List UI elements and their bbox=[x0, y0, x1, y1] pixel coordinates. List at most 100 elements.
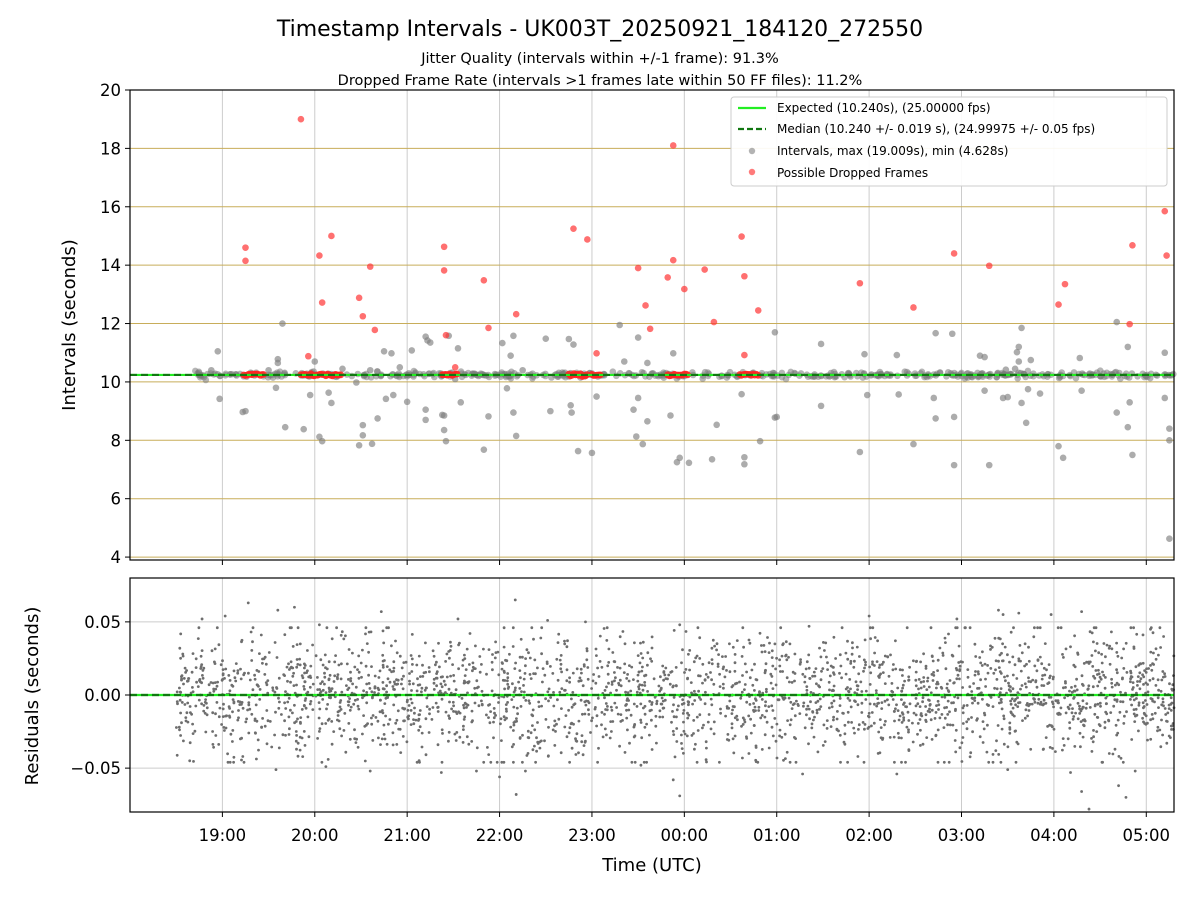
residual-point bbox=[939, 685, 943, 689]
residual-point bbox=[756, 760, 760, 764]
residual-point bbox=[839, 664, 843, 668]
interval-point bbox=[950, 413, 958, 421]
residual-point bbox=[919, 686, 923, 690]
residual-point bbox=[926, 676, 930, 680]
residual-point bbox=[832, 699, 836, 703]
residual-point bbox=[641, 688, 645, 692]
residual-point bbox=[856, 703, 860, 707]
residual-point bbox=[210, 649, 214, 653]
residual-point bbox=[658, 709, 662, 713]
residual-point bbox=[626, 691, 630, 695]
residual-point bbox=[303, 744, 307, 747]
residual-point bbox=[449, 674, 452, 678]
residual-point bbox=[848, 699, 852, 702]
residual-point bbox=[1069, 645, 1072, 649]
residual-point bbox=[512, 760, 515, 764]
residual-point bbox=[1001, 613, 1005, 616]
residual-point bbox=[192, 760, 195, 763]
residual-point bbox=[583, 712, 587, 716]
residual-point bbox=[670, 720, 673, 724]
residual-point bbox=[451, 663, 454, 666]
residual-point bbox=[895, 772, 899, 776]
residual-point bbox=[211, 743, 215, 746]
residual-point bbox=[632, 678, 635, 681]
residual-point bbox=[1008, 731, 1012, 735]
residual-point bbox=[662, 706, 666, 710]
residual-point bbox=[822, 641, 825, 644]
residual-point bbox=[1129, 671, 1133, 675]
residual-point bbox=[436, 743, 440, 747]
residual-point bbox=[1070, 711, 1074, 715]
residual-point bbox=[973, 642, 977, 646]
residual-point bbox=[671, 778, 675, 782]
residual-point bbox=[851, 646, 854, 650]
residual-point bbox=[204, 730, 208, 734]
residual-point bbox=[1083, 718, 1086, 722]
residual-point bbox=[336, 675, 339, 679]
residual-point bbox=[1151, 631, 1155, 635]
residual-point bbox=[637, 670, 641, 674]
residual-point bbox=[1159, 745, 1163, 749]
residual-point bbox=[894, 639, 897, 643]
residual-point bbox=[521, 760, 524, 764]
residual-point bbox=[1002, 742, 1006, 746]
residual-point bbox=[1087, 660, 1091, 664]
residual-point bbox=[636, 679, 640, 683]
residual-point bbox=[492, 720, 495, 724]
residual-point bbox=[1049, 695, 1053, 699]
residual-point bbox=[690, 734, 694, 737]
interval-point bbox=[396, 364, 404, 371]
residual-point bbox=[1121, 700, 1125, 704]
residual-point bbox=[810, 726, 814, 730]
intervals-y-tick-label: 4 bbox=[111, 548, 122, 567]
residual-point bbox=[914, 697, 918, 700]
residual-point bbox=[924, 667, 928, 670]
residual-point bbox=[227, 674, 231, 677]
residual-point bbox=[754, 744, 758, 748]
residual-point bbox=[351, 651, 354, 655]
residual-point bbox=[557, 717, 561, 721]
residual-point bbox=[741, 716, 745, 720]
residual-point bbox=[237, 716, 240, 720]
residual-point bbox=[806, 704, 810, 708]
residual-point bbox=[511, 626, 515, 630]
residual-point bbox=[528, 673, 532, 676]
interval-point bbox=[265, 366, 272, 374]
residual-point bbox=[675, 715, 678, 719]
residual-point bbox=[1141, 716, 1144, 720]
residual-point bbox=[1036, 701, 1040, 705]
residual-point bbox=[409, 709, 413, 712]
residual-point bbox=[571, 691, 575, 694]
residual-point bbox=[709, 671, 712, 674]
residual-point bbox=[601, 735, 605, 739]
residual-point bbox=[1091, 685, 1095, 689]
residual-point bbox=[441, 675, 444, 679]
interval-point bbox=[771, 328, 779, 336]
residual-point bbox=[1151, 662, 1154, 665]
residual-point bbox=[355, 737, 358, 741]
residual-point bbox=[575, 732, 579, 736]
residual-point bbox=[995, 687, 999, 691]
residual-point bbox=[1059, 626, 1063, 630]
dropped-frame-point bbox=[512, 310, 520, 318]
residual-point bbox=[859, 680, 863, 684]
residual-point bbox=[379, 610, 383, 614]
residual-point bbox=[321, 698, 325, 701]
residual-point bbox=[832, 673, 836, 676]
residual-point bbox=[353, 665, 357, 669]
residual-point bbox=[999, 687, 1003, 690]
residual-point bbox=[348, 708, 352, 712]
residual-point bbox=[875, 660, 879, 663]
residual-point bbox=[510, 698, 514, 701]
residual-point bbox=[451, 700, 455, 704]
dropped-frame-point bbox=[910, 304, 917, 311]
residual-point bbox=[1125, 710, 1128, 714]
residual-point bbox=[202, 704, 206, 707]
residual-point bbox=[731, 705, 735, 708]
residual-point bbox=[843, 732, 847, 736]
residual-point bbox=[349, 705, 353, 709]
residual-point bbox=[295, 734, 298, 737]
residual-point bbox=[883, 723, 886, 727]
